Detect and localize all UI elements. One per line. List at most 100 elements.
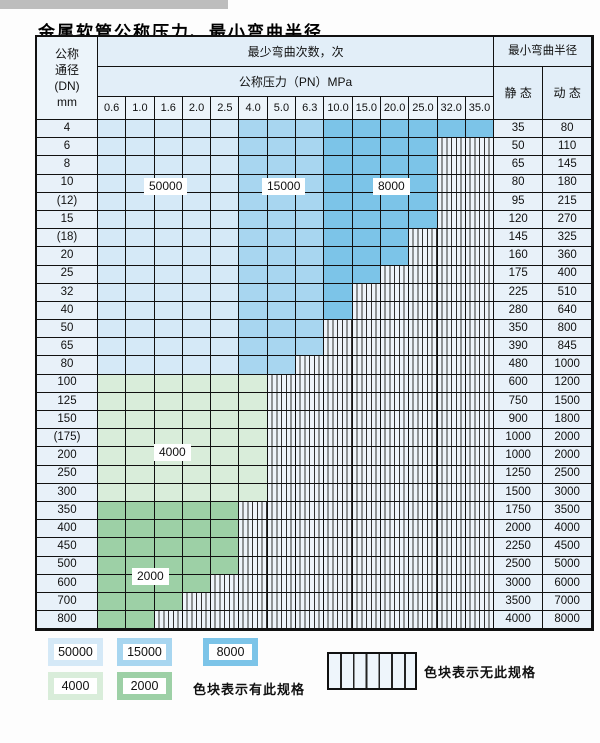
dynamic-radius-cell: 1000 — [543, 356, 593, 375]
spec-unavailable-cell — [267, 611, 297, 630]
spec-unavailable-cell — [267, 429, 297, 448]
spec-unavailable-cell — [182, 592, 212, 612]
spec-available-cell — [409, 210, 438, 230]
spec-unavailable-cell — [409, 392, 438, 411]
spec-available-cell — [211, 392, 240, 411]
spec-unavailable-cell — [465, 520, 495, 539]
spec-unavailable-cell — [296, 483, 325, 502]
spec-unavailable-cell — [380, 374, 410, 393]
spec-available-cell — [182, 574, 212, 593]
spec-available-cell — [380, 120, 410, 139]
spec-unavailable-cell — [267, 411, 297, 430]
spec-unavailable-cell — [352, 483, 381, 502]
spec-available-cell — [239, 356, 268, 375]
legend-swatch-4000: 4000 — [48, 672, 103, 700]
spec-unavailable-cell — [154, 611, 183, 630]
spec-available-cell — [211, 465, 240, 484]
spec-available-cell — [154, 538, 183, 557]
spec-unavailable-cell — [352, 283, 381, 302]
spec-available-cell — [182, 156, 212, 175]
spec-unavailable-cell — [465, 374, 495, 393]
spec-unavailable-cell — [296, 392, 325, 411]
spec-available-cell — [267, 283, 297, 302]
spec-unavailable-cell — [267, 592, 297, 612]
spec-available-cell — [465, 120, 495, 139]
spec-unavailable-cell — [296, 429, 325, 448]
dn-cell: 65 — [37, 338, 98, 357]
spec-unavailable-cell — [465, 138, 495, 157]
spec-available-cell — [324, 120, 353, 139]
spec-available-cell — [98, 411, 127, 430]
spec-unavailable-cell — [267, 465, 297, 484]
spec-unavailable-cell — [296, 411, 325, 430]
static-radius-cell: 280 — [494, 301, 544, 321]
spec-available-cell — [324, 247, 353, 266]
spec-available-cell — [154, 192, 183, 211]
spec-unavailable-cell — [437, 301, 466, 321]
pressure-column-header: 1.0 — [126, 97, 155, 120]
spec-available-cell — [126, 120, 155, 139]
spec-unavailable-cell — [437, 229, 466, 248]
spec-available-cell — [267, 301, 297, 321]
spec-unavailable-cell — [465, 301, 495, 321]
static-radius-cell: 145 — [494, 229, 544, 248]
spec-unavailable-cell — [380, 392, 410, 411]
static-radius-cell: 65 — [494, 156, 544, 175]
spec-unavailable-cell — [437, 174, 466, 193]
dn-cell: 50 — [37, 320, 98, 339]
dynamic-radius-cell: 845 — [543, 338, 593, 357]
spec-available-cell — [126, 538, 155, 557]
spec-available-cell — [98, 447, 127, 466]
spec-available-cell — [98, 283, 127, 302]
dn-cell: 32 — [37, 283, 98, 302]
spec-available-cell — [182, 138, 212, 157]
spec-unavailable-cell — [409, 483, 438, 502]
spec-unavailable-cell — [437, 465, 466, 484]
spec-unavailable-cell — [296, 592, 325, 612]
dynamic-radius-cell: 510 — [543, 283, 593, 302]
spec-unavailable-cell — [267, 556, 297, 575]
dn-column-header: 公称 通径 (DN) mm — [37, 37, 98, 120]
dynamic-radius-cell: 110 — [543, 138, 593, 157]
spec-available-cell — [182, 192, 212, 211]
spec-unavailable-cell — [352, 556, 381, 575]
dn-cell: 6 — [37, 138, 98, 157]
dynamic-radius-cell: 640 — [543, 301, 593, 321]
dn-cell: 4 — [37, 120, 98, 139]
spec-available-cell — [154, 374, 183, 393]
static-radius-cell: 225 — [494, 283, 544, 302]
dn-cell: 700 — [37, 592, 98, 612]
spec-available-cell — [239, 411, 268, 430]
spec-available-cell — [126, 429, 155, 448]
dynamic-radius-cell: 145 — [543, 156, 593, 175]
spec-available-cell — [154, 283, 183, 302]
spec-unavailable-cell — [380, 520, 410, 539]
spec-available-cell — [239, 229, 268, 248]
spec-available-cell — [239, 192, 268, 211]
spec-unavailable-cell — [409, 301, 438, 321]
spec-available-cell — [267, 138, 297, 157]
spec-unavailable-cell — [437, 320, 466, 339]
spec-unavailable-cell — [409, 338, 438, 357]
spec-available-cell — [98, 520, 127, 539]
pressure-column-header: 25.0 — [409, 97, 438, 120]
pressure-column-header: 35.0 — [465, 97, 495, 120]
spec-available-cell — [211, 210, 240, 230]
spec-available-cell — [211, 356, 240, 375]
spec-unavailable-cell — [296, 447, 325, 466]
spec-unavailable-cell — [409, 229, 438, 248]
pressure-column-header: 10.0 — [324, 97, 353, 120]
spec-available-cell — [437, 120, 466, 139]
spec-unavailable-cell — [465, 429, 495, 448]
spec-available-cell — [182, 483, 212, 502]
spec-unavailable-cell — [465, 356, 495, 375]
spec-available-cell — [380, 210, 410, 230]
spec-available-cell — [296, 120, 325, 139]
spec-available-cell — [296, 338, 325, 357]
spec-available-cell — [182, 174, 212, 193]
spec-available-cell — [126, 283, 155, 302]
spec-available-cell — [239, 120, 268, 139]
spec-available-cell — [211, 156, 240, 175]
spec-unavailable-cell — [380, 356, 410, 375]
dynamic-radius-cell: 2000 — [543, 447, 593, 466]
